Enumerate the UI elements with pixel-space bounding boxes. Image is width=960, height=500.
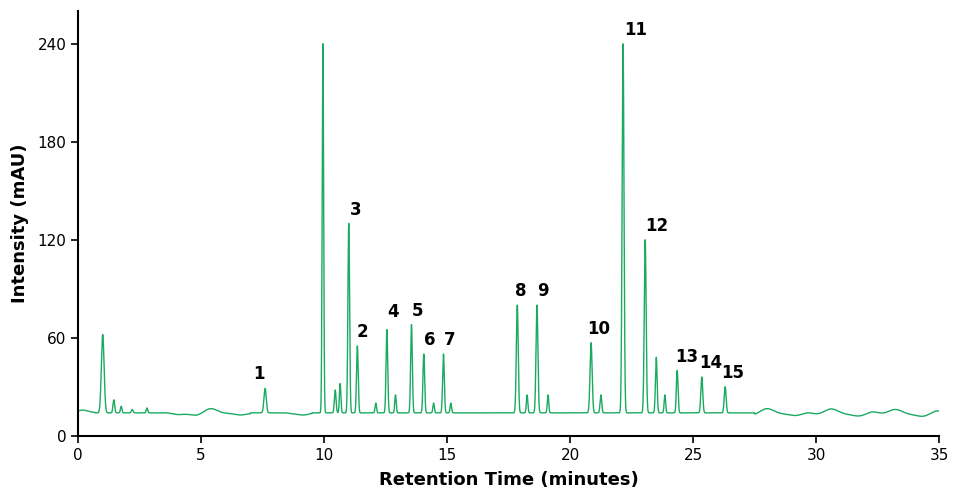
Text: 1: 1	[252, 366, 264, 384]
Text: 8: 8	[515, 282, 526, 300]
Text: 9: 9	[537, 282, 548, 300]
Text: 3: 3	[350, 200, 362, 218]
Y-axis label: Intensity (mAU): Intensity (mAU)	[12, 144, 29, 303]
Text: 13: 13	[675, 348, 698, 366]
X-axis label: Retention Time (minutes): Retention Time (minutes)	[379, 471, 638, 489]
Text: 5: 5	[412, 302, 423, 320]
Text: 4: 4	[387, 304, 398, 322]
Text: 6: 6	[423, 331, 435, 349]
Text: 7: 7	[444, 331, 455, 349]
Text: 15: 15	[722, 364, 744, 382]
Text: 14: 14	[699, 354, 723, 372]
Text: 2: 2	[356, 323, 368, 341]
Text: 11: 11	[624, 21, 647, 39]
Text: 12: 12	[645, 217, 668, 235]
Text: 10: 10	[588, 320, 611, 338]
